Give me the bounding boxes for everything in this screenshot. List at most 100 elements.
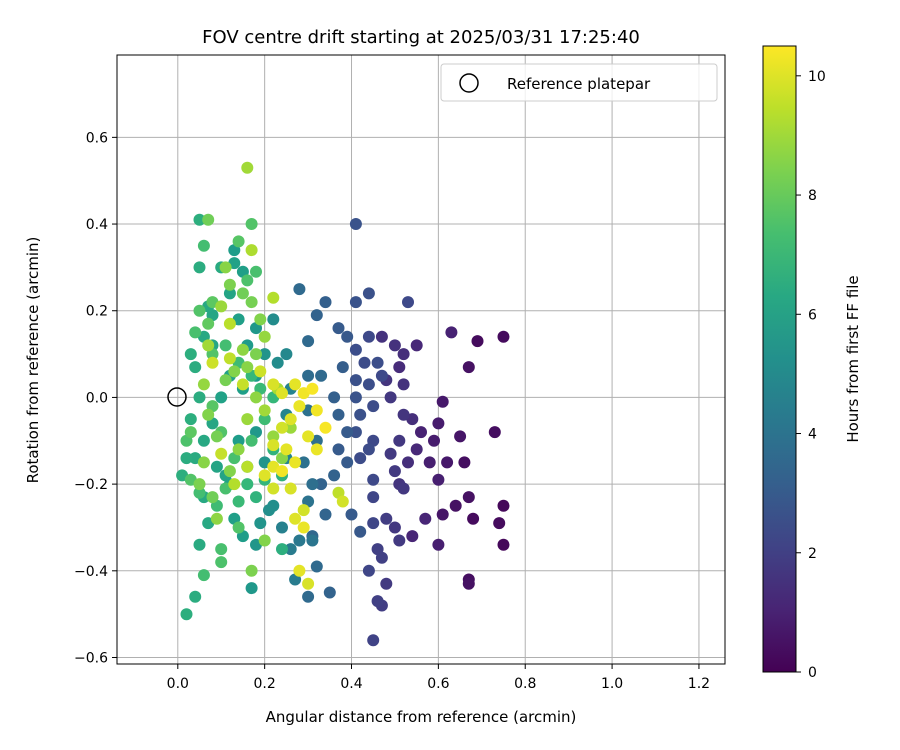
data-point	[241, 460, 254, 473]
data-point	[232, 521, 245, 534]
data-point	[432, 417, 445, 430]
data-point	[280, 443, 293, 456]
data-point	[402, 296, 414, 309]
x-tick-label: 0.8	[514, 676, 536, 692]
data-point	[219, 374, 232, 387]
data-point	[267, 482, 280, 495]
data-point	[223, 287, 236, 300]
data-point	[228, 365, 241, 378]
data-point	[402, 456, 414, 469]
data-point	[276, 465, 288, 478]
data-point	[493, 517, 506, 530]
colorbar-tick-label: 0	[808, 665, 817, 681]
data-point	[467, 512, 480, 525]
y-tick-label: 0.2	[86, 304, 108, 320]
data-point	[410, 339, 423, 352]
data-point	[250, 391, 262, 404]
colorbar-bar	[762, 45, 797, 673]
data-point	[319, 508, 332, 521]
data-point	[258, 348, 271, 361]
data-point	[241, 274, 254, 287]
data-point	[215, 391, 228, 404]
data-point	[332, 408, 345, 421]
data-point	[250, 348, 262, 361]
data-point	[276, 521, 288, 534]
data-point	[284, 421, 297, 434]
data-point	[397, 482, 410, 495]
data-point	[397, 378, 410, 391]
data-point	[497, 330, 510, 343]
data-point	[362, 378, 375, 391]
data-point	[315, 478, 328, 491]
y-tick-label: −0.6	[74, 650, 108, 666]
data-point	[380, 577, 393, 590]
data-point	[349, 426, 362, 439]
data-point	[289, 456, 302, 469]
colorbar-label: Hours from first FF file	[844, 275, 862, 442]
data-point	[215, 543, 228, 556]
data-point	[393, 534, 406, 547]
data-point	[488, 426, 501, 439]
data-point	[471, 335, 484, 348]
data-point	[267, 291, 280, 304]
x-tick-label: 1.2	[688, 676, 710, 692]
colorbar-tick-label: 8	[808, 188, 817, 204]
data-point	[375, 330, 388, 343]
data-point	[362, 564, 375, 577]
data-point	[267, 499, 280, 512]
data-point	[245, 244, 258, 257]
x-tick-label: 0.4	[340, 676, 362, 692]
y-tick-label: 0.4	[86, 217, 108, 233]
x-tick-label: 0.2	[254, 676, 276, 692]
data-point	[293, 564, 306, 577]
data-point	[354, 452, 367, 465]
data-point	[362, 330, 375, 343]
x-axis-ticks: 0.0 0.2 0.4 0.6 0.8 1.0 1.2	[167, 664, 710, 692]
colorbar-tick-label: 6	[808, 307, 817, 323]
data-point	[267, 313, 280, 326]
data-point	[206, 356, 219, 369]
data-point	[245, 564, 258, 577]
data-point	[236, 343, 249, 356]
colorbar-ticks: 0 2 4 6 8 10	[796, 69, 826, 681]
data-point	[349, 374, 362, 387]
data-point	[180, 452, 193, 465]
y-axis-ticks: −0.6 −0.4 −0.2 0.0 0.2 0.4 0.6	[74, 130, 117, 666]
data-point	[180, 608, 193, 621]
data-point	[323, 586, 336, 599]
data-point	[202, 317, 215, 330]
y-tick-label: −0.2	[74, 477, 108, 493]
data-point	[241, 161, 254, 174]
data-point	[254, 313, 267, 326]
data-point	[245, 218, 258, 230]
data-point	[388, 465, 401, 478]
x-tick-label: 0.6	[427, 676, 449, 692]
data-point	[349, 343, 362, 356]
data-point	[215, 556, 228, 569]
data-point	[197, 456, 210, 469]
data-point	[354, 525, 367, 538]
data-point	[267, 439, 280, 452]
data-point	[258, 330, 271, 343]
data-point	[432, 473, 445, 486]
data-point	[310, 309, 323, 322]
legend-box	[440, 63, 718, 102]
data-point	[210, 460, 223, 473]
data-point	[445, 326, 458, 339]
data-point	[236, 287, 249, 300]
data-point	[293, 400, 306, 413]
data-point	[232, 235, 245, 248]
data-point	[406, 530, 419, 543]
data-point	[341, 330, 354, 343]
data-point	[332, 322, 345, 335]
data-point	[302, 590, 315, 603]
data-point	[193, 304, 206, 317]
data-point	[193, 478, 206, 491]
data-point	[302, 577, 315, 590]
data-point	[258, 404, 271, 417]
data-point	[436, 395, 449, 408]
y-tick-label: 0.0	[86, 390, 108, 406]
data-point	[250, 491, 262, 504]
data-point	[284, 543, 297, 556]
data-point	[241, 413, 254, 426]
